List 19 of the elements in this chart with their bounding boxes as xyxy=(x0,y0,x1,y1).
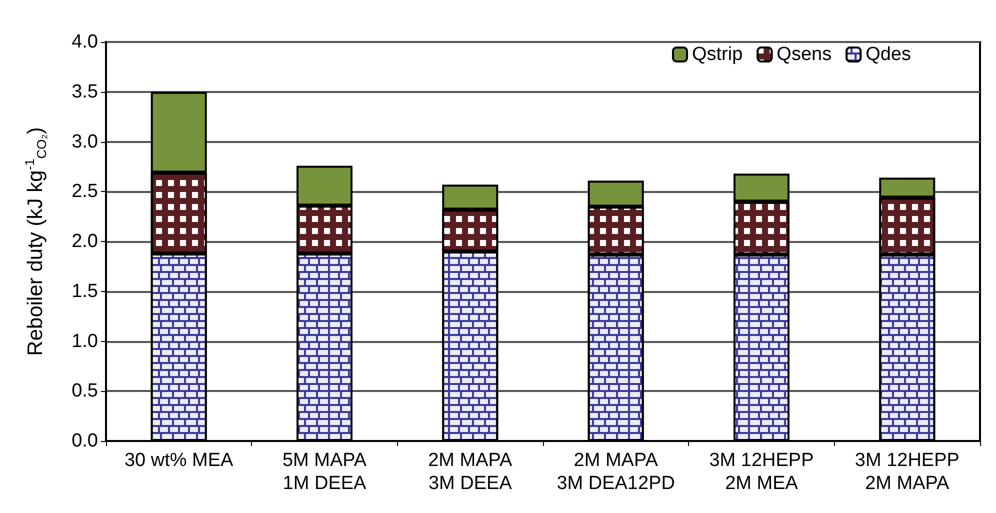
x-tick-label: 3M 12HEPP 2M MAPA xyxy=(854,450,960,494)
legend-label: Qdes xyxy=(866,44,912,65)
y-tick-label: 3.0 xyxy=(72,131,98,152)
legend-label: Qstrip xyxy=(692,44,743,65)
y-tick-label: 1.0 xyxy=(72,330,98,352)
y-tick-label: 3.5 xyxy=(72,81,98,102)
x-tick-label: 2M MAPA 3M DEA12PD xyxy=(556,450,675,494)
legend-label: Qsens xyxy=(776,44,832,65)
x-tick-label: 5M MAPA 1M DEEA xyxy=(282,450,367,494)
x-tick-label: 30 wt% MEA xyxy=(124,450,234,471)
y-axis-title: Reboiler duty (kJ kg-1CO₂) xyxy=(22,127,49,356)
y-tick-label: 2.0 xyxy=(72,231,98,252)
x-tick-label: 3M 12HEPP 2M MEA xyxy=(709,450,814,494)
y-tick-label: 0.5 xyxy=(72,380,98,402)
y-tick-label: 1.5 xyxy=(72,280,98,302)
y-tick-label: 2.5 xyxy=(72,181,98,202)
y-tick-label: 4.0 xyxy=(72,32,98,52)
x-tick-label: 2M MAPA 3M DEEA xyxy=(428,450,513,494)
y-tick-label: 0.0 xyxy=(72,430,98,452)
